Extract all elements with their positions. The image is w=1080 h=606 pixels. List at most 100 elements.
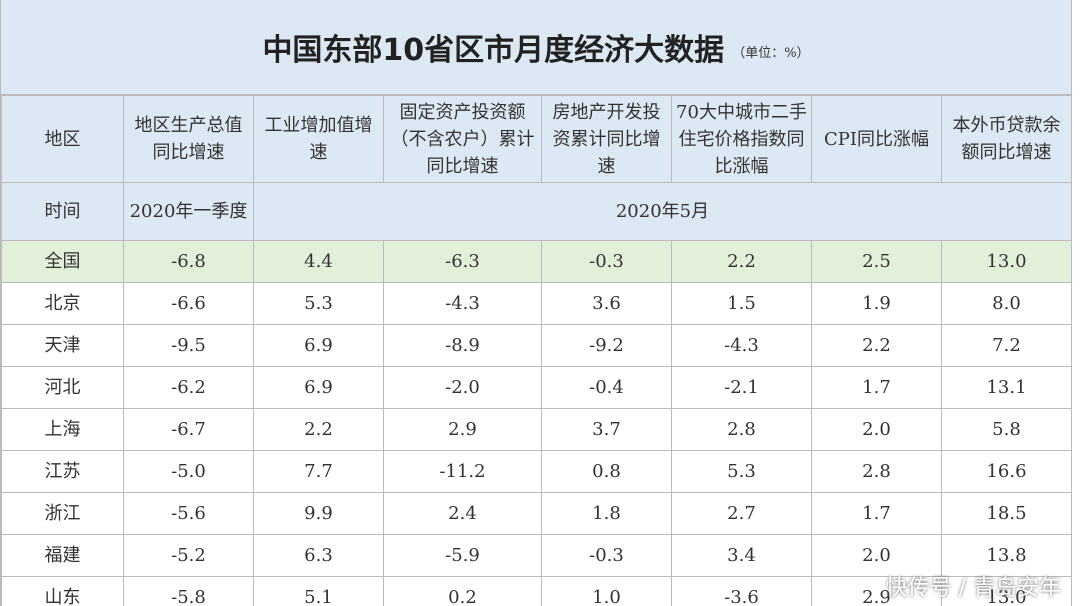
table-row: 北京 -6.6 5.3 -4.3 3.6 1.5 1.9 8.0 [1, 282, 1071, 325]
value-cell: -11.2 [383, 450, 542, 493]
column-header: 工业增加值增速 [253, 95, 384, 183]
value-cell: 2.2 [671, 240, 812, 283]
title-bar: 中国东部10省区市月度经济大数据 （单位：%） [1, 0, 1071, 95]
value-cell: -5.2 [123, 534, 254, 577]
value-cell: 8.0 [941, 282, 1071, 325]
value-cell: -2.0 [383, 366, 542, 409]
column-header: 本外币贷款余额同比增速 [941, 95, 1071, 183]
value-cell: 16.6 [941, 450, 1071, 493]
table-row: 上海 -6.7 2.2 2.9 3.7 2.8 2.0 5.8 [1, 408, 1071, 451]
value-cell: -5.0 [123, 450, 254, 493]
region-cell: 河北 [1, 366, 124, 409]
value-cell: 18.5 [941, 492, 1071, 535]
unit: （单位：%） [732, 45, 810, 61]
value-cell: -5.8 [123, 576, 254, 606]
value-cell: -6.8 [123, 240, 254, 283]
watermark: 快传号 / 青岛安年 [885, 576, 1061, 601]
value-cell: 2.4 [383, 492, 542, 535]
value-cell: -3.6 [671, 576, 812, 606]
value-cell: -4.3 [671, 324, 812, 367]
value-cell: 1.9 [811, 282, 942, 325]
column-header: 房地产开发投资累计同比增速 [541, 95, 672, 183]
table-row: 时间 2020年一季度 2020年5月 [1, 182, 1071, 241]
value-cell: 6.3 [253, 534, 384, 577]
value-cell: 2.0 [811, 408, 942, 451]
region-cell: 福建 [1, 534, 124, 577]
value-cell: 0.8 [541, 450, 672, 493]
region-cell: 浙江 [1, 492, 124, 535]
column-header: 固定资产投资额（不含农户）累计同比增速 [383, 95, 542, 183]
value-cell: -5.6 [123, 492, 254, 535]
table-row: 浙江 -5.6 9.9 2.4 1.8 2.7 1.7 18.5 [1, 492, 1071, 535]
table-row: 天津 -9.5 6.9 -8.9 -9.2 -4.3 2.2 7.2 [1, 324, 1071, 367]
value-cell: 5.1 [253, 576, 384, 606]
value-cell: 1.0 [541, 576, 672, 606]
value-cell: 1.7 [811, 492, 942, 535]
region-cell: 天津 [1, 324, 124, 367]
value-cell: 0.2 [383, 576, 542, 606]
value-cell: 7.7 [253, 450, 384, 493]
data-table: 地区 地区生产总值同比增速 工业增加值增速 固定资产投资额（不含农户）累计同比增速 房地… [1, 95, 1071, 606]
value-cell: 13.8 [941, 534, 1071, 577]
value-cell: 2.8 [811, 450, 942, 493]
value-cell: 2.2 [253, 408, 384, 451]
value-cell: 6.9 [253, 324, 384, 367]
value-cell: -6.2 [123, 366, 254, 409]
value-cell: -6.3 [383, 240, 542, 283]
value-cell: 2.9 [811, 576, 942, 606]
value-cell: 2.7 [671, 492, 812, 535]
region-cell: 北京 [1, 282, 124, 325]
value-cell: 9.9 [253, 492, 384, 535]
value-cell: 1.5 [671, 282, 812, 325]
region-cell: 山东 [1, 576, 124, 606]
value-cell: 13.0 [941, 240, 1071, 283]
value-cell: 1.8 [541, 492, 672, 535]
value-cell: -9.5 [123, 324, 254, 367]
value-cell: 13.1 [941, 366, 1071, 409]
value-cell: 2.8 [671, 408, 812, 451]
value-cell: 7.2 [941, 324, 1071, 367]
region-cell: 上海 [1, 408, 124, 451]
value-cell: -5.9 [383, 534, 542, 577]
value-cell: 4.4 [253, 240, 384, 283]
column-header: 地区 [1, 95, 124, 183]
value-cell: 1.7 [811, 366, 942, 409]
value-cell: -9.2 [541, 324, 672, 367]
table-row: 山东 -5.8 5.1 0.2 1.0 -3.6 2.9 13.0 [1, 576, 1071, 606]
value-cell: -2.1 [671, 366, 812, 409]
value-cell: 3.7 [541, 408, 672, 451]
table-row: 江苏 -5.0 7.7 -11.2 0.8 5.3 2.8 16.6 [1, 450, 1071, 493]
table-row: 河北 -6.2 6.9 -2.0 -0.4 -2.1 1.7 13.1 [1, 366, 1071, 409]
table-row: 地区 地区生产总值同比增速 工业增加值增速 固定资产投资额（不含农户）累计同比增速 房地… [1, 95, 1071, 183]
period-header: 2020年5月 [253, 182, 1071, 241]
column-header: CPI同比涨幅 [811, 95, 942, 183]
value-cell: 13.0 [941, 576, 1071, 606]
value-cell: 3.4 [671, 534, 812, 577]
value-cell: 2.2 [811, 324, 942, 367]
value-cell: -6.7 [123, 408, 254, 451]
row-header: 时间 [1, 182, 124, 241]
column-header: 地区生产总值同比增速 [123, 95, 254, 183]
value-cell: 5.3 [253, 282, 384, 325]
value-cell: 2.5 [811, 240, 942, 283]
value-cell: 2.9 [383, 408, 542, 451]
value-cell: -0.3 [541, 240, 672, 283]
value-cell: 3.6 [541, 282, 672, 325]
column-header: 70大中城市二手住宅价格指数同比涨幅 [671, 95, 812, 183]
value-cell: -8.9 [383, 324, 542, 367]
value-cell: 2.0 [811, 534, 942, 577]
region-cell: 江苏 [1, 450, 124, 493]
value-cell: -4.3 [383, 282, 542, 325]
table-row: 福建 -5.2 6.3 -5.9 -0.3 3.4 2.0 13.8 [1, 534, 1071, 577]
value-cell: -0.3 [541, 534, 672, 577]
value-cell: 5.3 [671, 450, 812, 493]
value-cell: 6.9 [253, 366, 384, 409]
table-row: 全国 -6.8 4.4 -6.3 -0.3 2.2 2.5 13.0 [1, 240, 1071, 283]
period-header: 2020年一季度 [123, 182, 254, 241]
value-cell: -0.4 [541, 366, 672, 409]
value-cell: 5.8 [941, 408, 1071, 451]
value-cell: -6.6 [123, 282, 254, 325]
region-cell: 全国 [1, 240, 124, 283]
title: 中国东部10省区市月度经济大数据 [262, 33, 725, 68]
